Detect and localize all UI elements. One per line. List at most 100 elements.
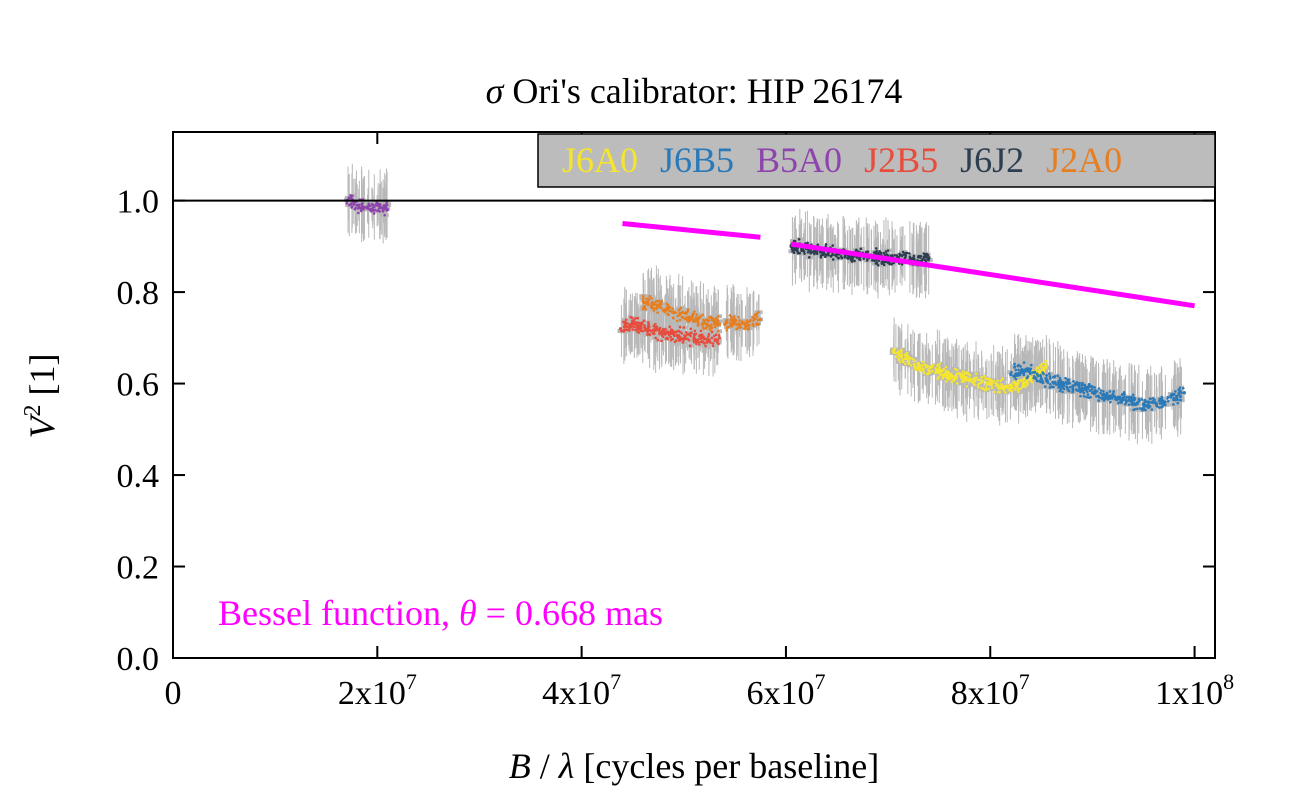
data-point: [1022, 377, 1026, 380]
data-point: [1111, 393, 1114, 397]
data-point: [1044, 359, 1048, 363]
data-point: [1048, 375, 1052, 378]
data-point: [882, 263, 886, 267]
data-point: [368, 208, 372, 212]
data-point: [947, 375, 950, 379]
data-point: [659, 302, 662, 306]
data-point: [1041, 369, 1044, 372]
data-point: [1091, 385, 1094, 388]
data-point: [1144, 403, 1147, 407]
data-point: [1181, 387, 1185, 390]
data-point: [1041, 381, 1045, 385]
data-point: [955, 372, 958, 376]
data-point: [1071, 387, 1075, 391]
annotation-suffix: = 0.668 mas: [477, 593, 663, 633]
data-point: [702, 336, 705, 340]
data-point: [717, 336, 722, 340]
data-point: [676, 314, 680, 318]
data-point: [893, 253, 896, 257]
data-point: [699, 314, 702, 318]
data-point: [1013, 376, 1017, 379]
data-point: [937, 376, 940, 379]
data-point: [678, 325, 682, 329]
data-point: [853, 259, 856, 263]
data-point: [714, 338, 717, 342]
data-point: [1120, 397, 1123, 401]
data-point: [696, 316, 700, 319]
data-point: [735, 322, 739, 326]
data-point: [655, 303, 659, 307]
data-point: [919, 256, 922, 259]
data-point: [1101, 396, 1105, 400]
data-point: [677, 308, 681, 312]
data-point: [634, 321, 638, 324]
data-point: [1008, 389, 1011, 392]
data-point: [875, 249, 879, 253]
data-point: [347, 203, 351, 207]
data-point: [901, 250, 905, 254]
data-point: [645, 297, 648, 301]
data-point: [361, 202, 364, 205]
data-point: [355, 204, 359, 207]
data-point: [921, 363, 924, 367]
data-point: [693, 310, 696, 313]
data-point: [1068, 381, 1072, 385]
data-point: [925, 364, 928, 367]
model-curve: [622, 220, 1195, 309]
data-point: [1033, 370, 1037, 374]
data-point: [707, 335, 710, 338]
data-point: [708, 327, 712, 331]
data-point: [927, 368, 930, 372]
data-point: [710, 326, 714, 330]
data-point: [755, 315, 758, 318]
data-point: [367, 202, 371, 206]
data-point: [659, 306, 663, 310]
data-point: [898, 360, 902, 364]
data-point: [1173, 393, 1176, 396]
data-point: [1019, 371, 1022, 375]
data-point: [685, 332, 689, 336]
data-point: [1121, 392, 1125, 396]
data-point: [345, 201, 349, 205]
x-tick-label-exp: 7: [814, 669, 825, 694]
data-point: [711, 342, 715, 345]
data-point: [831, 258, 835, 261]
data-point: [937, 365, 941, 369]
data-point: [922, 371, 926, 375]
data-point: [660, 339, 663, 343]
data-point: [671, 337, 674, 341]
data-point: [1036, 366, 1040, 370]
data-point: [1016, 379, 1020, 382]
data-point: [1081, 390, 1085, 393]
data-point: [916, 367, 920, 370]
data-point: [1154, 403, 1158, 406]
data-point: [359, 209, 363, 213]
data-point: [1099, 389, 1103, 392]
data-point: [1051, 380, 1054, 384]
data-point: [1158, 397, 1161, 401]
data-point: [710, 323, 713, 326]
data-point: [633, 325, 636, 329]
data-point: [813, 252, 816, 256]
data-point: [650, 297, 653, 300]
data-point: [725, 329, 728, 332]
data-point: [655, 327, 659, 331]
data-point: [1149, 401, 1153, 404]
data-point: [884, 260, 887, 264]
data-point: [748, 319, 752, 323]
data-point: [1100, 396, 1103, 400]
data-point: [623, 320, 627, 324]
data-point: [667, 313, 671, 317]
data-point: [629, 326, 632, 329]
data-point: [1106, 395, 1109, 398]
data-point: [938, 362, 941, 366]
data-point: [1014, 368, 1018, 372]
data-point: [668, 305, 672, 309]
x-tick-label: 1x108: [1155, 669, 1234, 712]
data-point: [1029, 375, 1033, 379]
data-point: [993, 390, 996, 394]
data-point: [922, 255, 926, 259]
legend-item-B5A0: B5A0: [756, 140, 842, 180]
data-point: [686, 310, 689, 313]
